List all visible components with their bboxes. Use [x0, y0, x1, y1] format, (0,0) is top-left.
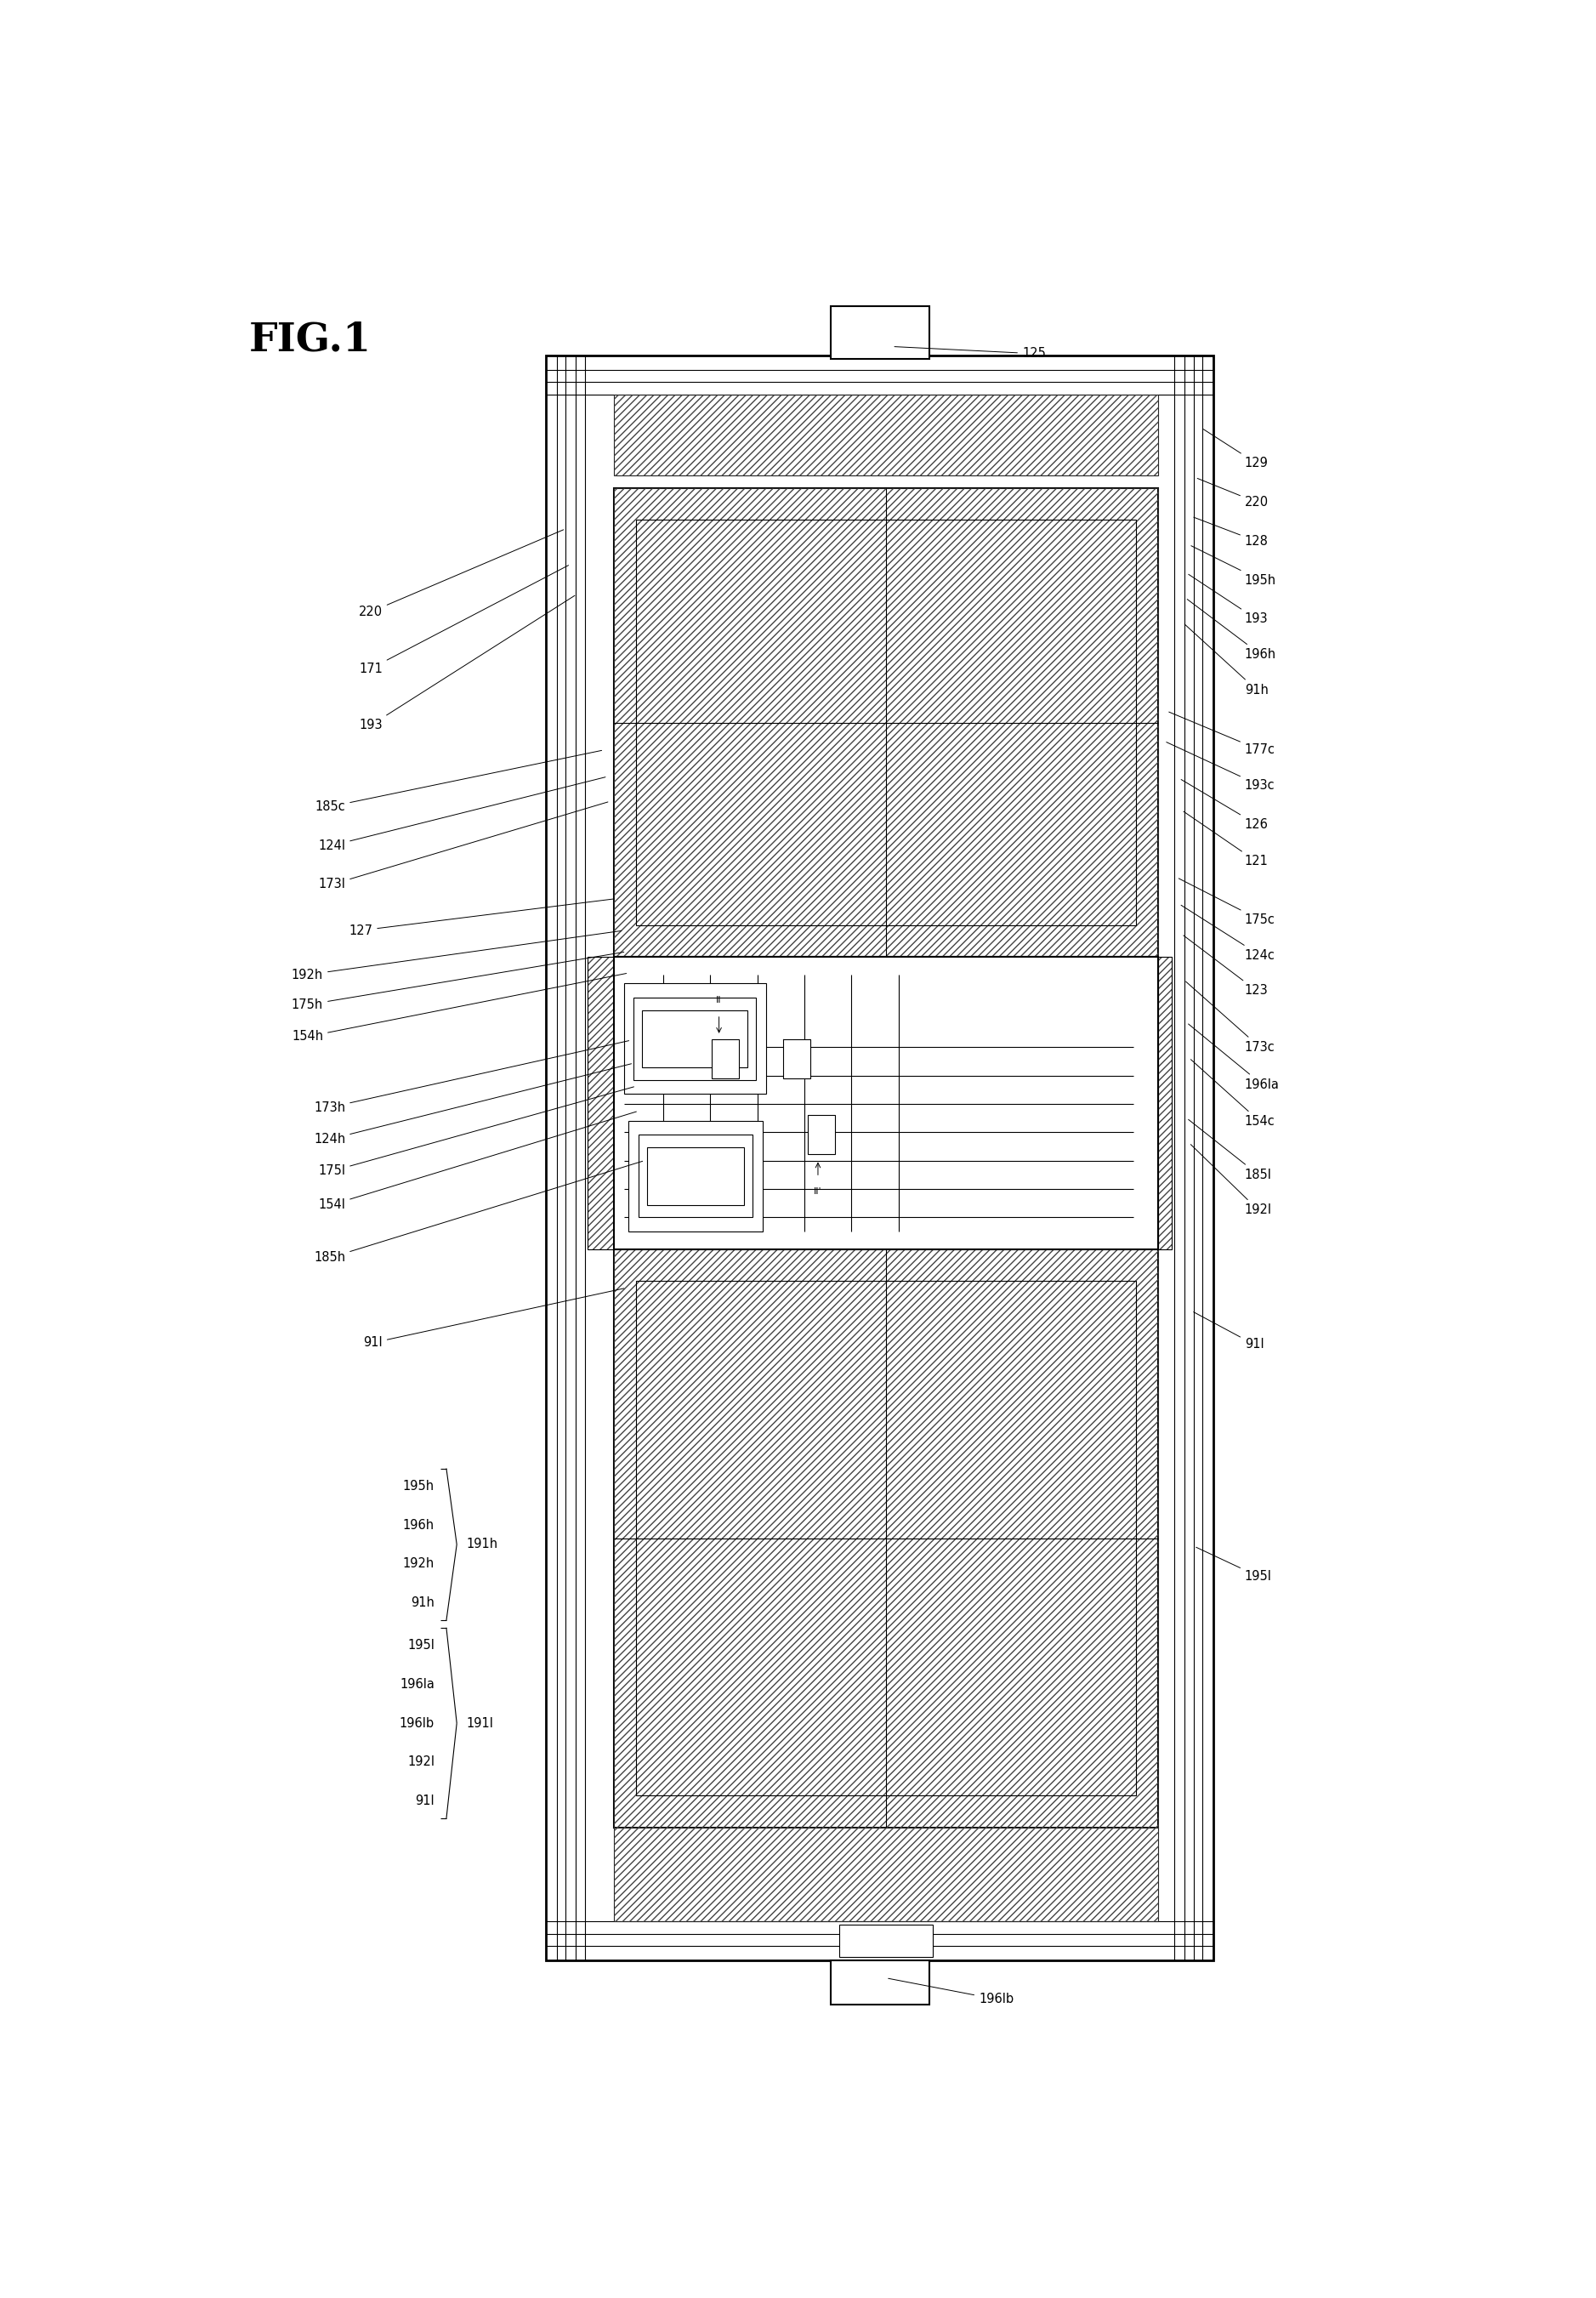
Text: 175h: 175h: [292, 951, 624, 1011]
Text: 196lb: 196lb: [399, 1717, 434, 1730]
Text: 173c: 173c: [1186, 981, 1275, 1052]
Text: 124h: 124h: [314, 1064, 632, 1147]
Text: FIG.1: FIG.1: [249, 319, 372, 358]
Text: 195h: 195h: [402, 1480, 434, 1491]
Text: 121: 121: [1184, 811, 1269, 869]
Text: II: II: [717, 995, 721, 1004]
Bar: [614, 487, 1159, 956]
Text: 196h: 196h: [1187, 600, 1277, 662]
Text: 193: 193: [1189, 574, 1269, 625]
Text: 193: 193: [359, 595, 575, 731]
Bar: [614, 1248, 1159, 1827]
Text: 91l: 91l: [415, 1795, 434, 1809]
Bar: [648, 1147, 744, 1204]
Text: 196lb: 196lb: [889, 1979, 1013, 2006]
Text: 128: 128: [1194, 517, 1269, 547]
Bar: [614, 395, 1159, 476]
Text: 192l: 192l: [1191, 1144, 1272, 1216]
Bar: [712, 1039, 739, 1078]
Text: 177c: 177c: [1168, 712, 1275, 756]
Bar: [614, 1827, 1159, 1921]
Text: 125: 125: [894, 347, 1045, 361]
Bar: [614, 956, 1159, 1248]
Text: 193c: 193c: [1167, 742, 1275, 793]
Bar: [634, 997, 757, 1080]
Bar: [642, 1011, 747, 1069]
Bar: [614, 1248, 1159, 1827]
Text: 91l: 91l: [364, 1289, 624, 1349]
Text: 173h: 173h: [314, 1041, 629, 1115]
Bar: [1159, 956, 1171, 1248]
Text: 123: 123: [1184, 935, 1269, 997]
Bar: [830, 306, 929, 358]
Text: 196la: 196la: [1189, 1025, 1280, 1092]
Bar: [614, 1827, 1159, 1921]
Text: 126: 126: [1181, 779, 1269, 830]
Text: 191l: 191l: [466, 1717, 493, 1730]
Text: 173l: 173l: [318, 802, 608, 892]
Text: 185c: 185c: [314, 751, 602, 813]
Text: 154h: 154h: [292, 974, 626, 1043]
Text: 154l: 154l: [318, 1112, 637, 1211]
Bar: [546, 356, 1213, 1960]
Bar: [1159, 956, 1171, 1248]
Bar: [637, 1280, 1136, 1795]
Text: 195h: 195h: [1191, 545, 1277, 586]
Bar: [629, 1121, 763, 1232]
Text: 91h: 91h: [1184, 625, 1269, 696]
Bar: [839, 1926, 932, 1958]
Text: 91l: 91l: [1194, 1312, 1264, 1351]
Bar: [638, 1135, 752, 1218]
Text: 124c: 124c: [1181, 905, 1275, 961]
Text: 127: 127: [350, 899, 614, 938]
Bar: [587, 956, 614, 1248]
Text: 192l: 192l: [407, 1756, 434, 1769]
Text: 175l: 175l: [318, 1087, 634, 1177]
Text: 195l: 195l: [407, 1638, 434, 1652]
Text: II': II': [814, 1188, 822, 1195]
Text: 192h: 192h: [292, 931, 621, 981]
Text: 195l: 195l: [1195, 1547, 1272, 1583]
Text: 91h: 91h: [410, 1597, 434, 1609]
Text: 196la: 196la: [399, 1678, 434, 1691]
Bar: [614, 487, 1159, 956]
Text: 220: 220: [359, 531, 563, 618]
Bar: [784, 1039, 811, 1078]
Bar: [587, 956, 614, 1248]
Bar: [624, 984, 766, 1094]
Bar: [830, 1960, 929, 2004]
Text: 192h: 192h: [402, 1558, 434, 1570]
Bar: [614, 395, 1159, 476]
Text: 154c: 154c: [1191, 1059, 1275, 1128]
Text: 185h: 185h: [314, 1160, 643, 1264]
Text: 124l: 124l: [318, 777, 605, 853]
Text: 196h: 196h: [402, 1519, 434, 1530]
Text: 175c: 175c: [1179, 878, 1275, 926]
Text: 185l: 185l: [1189, 1119, 1272, 1181]
Text: 129: 129: [1203, 430, 1269, 469]
Text: 220: 220: [1197, 478, 1269, 508]
Text: 191h: 191h: [466, 1537, 498, 1551]
Text: 171: 171: [359, 565, 568, 676]
Bar: [637, 519, 1136, 926]
Bar: [808, 1115, 835, 1154]
